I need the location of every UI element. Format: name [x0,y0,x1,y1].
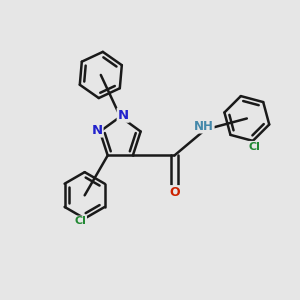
Text: NH: NH [194,120,214,133]
Text: Cl: Cl [74,217,86,226]
Text: Cl: Cl [248,142,260,152]
Text: N: N [92,124,103,136]
Text: N: N [118,109,129,122]
Text: O: O [169,186,180,199]
